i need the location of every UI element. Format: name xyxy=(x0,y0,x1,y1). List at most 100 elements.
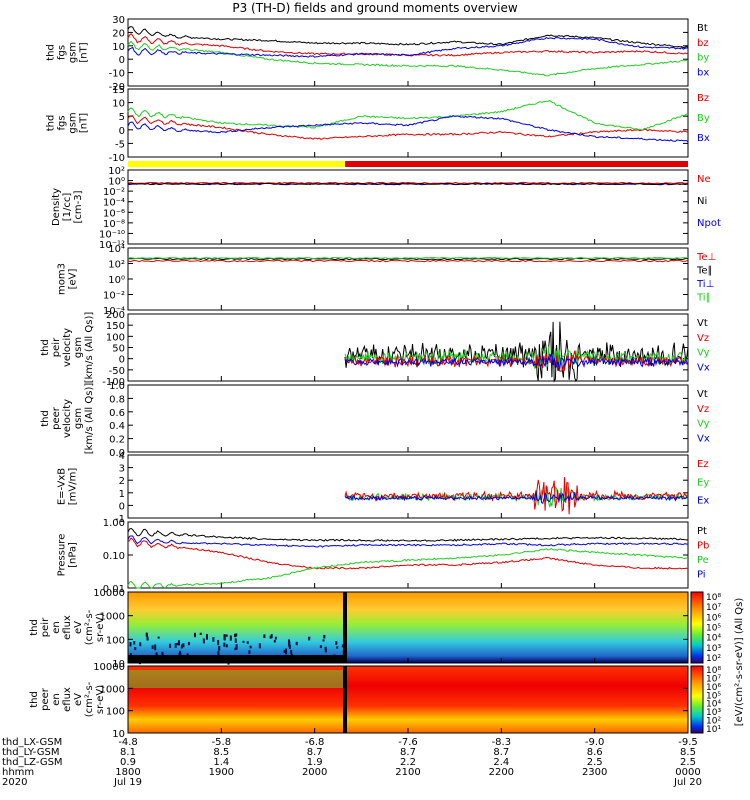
series-line-By xyxy=(127,100,688,131)
x-tick-label: 1800 xyxy=(115,767,140,778)
y-axis-label: [nPa] xyxy=(68,542,79,568)
line-Ez xyxy=(344,477,689,515)
x-tick-label: -9.5 xyxy=(678,737,698,748)
spectrogram-pixel xyxy=(217,651,220,656)
quality-bar-red xyxy=(345,161,688,167)
legend-Ne: Ne xyxy=(697,174,711,185)
spectrogram-pixel xyxy=(174,643,177,648)
spectrogram-pixel xyxy=(248,650,251,654)
spectrogram-pixel xyxy=(341,644,344,648)
colorbar-tick-label: 10³ xyxy=(706,708,721,718)
colorbar-tick-label: 10⁷ xyxy=(706,675,721,685)
x-tick-label: Jul 19 xyxy=(113,777,142,788)
spectrogram-pixel xyxy=(324,648,327,653)
line-Ti xyxy=(127,256,688,260)
spectrogram-pixel xyxy=(223,634,226,641)
legend-Te⊥: Te⊥ xyxy=(696,252,716,263)
panel-frame xyxy=(127,313,689,382)
y-tick-label: 10000 xyxy=(93,588,125,599)
x-tick-label: 1.4 xyxy=(213,757,229,768)
spectrogram-pixel xyxy=(235,633,238,637)
legend-By: By xyxy=(697,113,710,124)
y-tick-label: 0.0 xyxy=(109,448,125,459)
spectrogram-pixel xyxy=(288,641,291,648)
y-tick-label: 100 xyxy=(106,635,125,646)
y-axis-label: fgs xyxy=(57,115,68,130)
spectrogram-pixel xyxy=(242,640,245,643)
x-tick-label: -6.8 xyxy=(305,737,325,748)
legend-Vx: Vx xyxy=(697,362,710,373)
legend-Ez: Ez xyxy=(697,459,709,470)
y-tick-label: 0 xyxy=(119,126,125,137)
x-tick-label: 2.2 xyxy=(400,757,416,768)
panel-frame xyxy=(127,169,689,245)
y-axis-label: thd xyxy=(46,44,57,61)
y-tick-label: 10 xyxy=(112,99,125,110)
legend-Ni: Ni xyxy=(697,196,707,207)
legend-Ti∥: Ti∥ xyxy=(696,293,711,304)
y-tick-label: 10 xyxy=(112,729,125,740)
x-tick-label: 2.5 xyxy=(587,757,603,768)
series-line-bz xyxy=(127,32,689,57)
colorbar-tick-label: 10⁷ xyxy=(706,603,721,613)
x-row-label: 2020 xyxy=(2,777,27,788)
colorbar-tick-label: 10⁵ xyxy=(706,691,721,701)
y-axis-label: gsm xyxy=(73,408,84,429)
y-axis-label: peir xyxy=(40,617,51,637)
y-axis-label: eV xyxy=(73,693,84,706)
spectrogram-pixel xyxy=(133,641,136,645)
colorbar-tick-label: 10² xyxy=(706,654,721,664)
legend-Bz: Bz xyxy=(697,93,709,104)
spectrogram-pixel xyxy=(335,641,338,645)
spectrogram-pixel xyxy=(151,645,154,650)
spectrogram-pixel xyxy=(129,642,132,647)
spectrogram-pixel xyxy=(202,638,205,644)
y-axis-label: en xyxy=(51,621,62,634)
y-axis-label: thd xyxy=(29,619,40,636)
spectrogram-pixel xyxy=(233,633,236,638)
y-tick-label: 1 xyxy=(119,489,125,500)
legend-Npot: Npot xyxy=(697,218,721,229)
y-tick-label: 10⁻¹² xyxy=(99,240,125,251)
y-axis-label: thd xyxy=(29,691,40,708)
y-tick-label: 15 xyxy=(112,85,125,96)
y-tick-label: 0 xyxy=(119,55,125,66)
y-axis-label: velocity xyxy=(62,399,73,438)
x-tick-label: Jul 20 xyxy=(673,777,702,788)
y-tick-label: 0 xyxy=(119,355,125,366)
spectrogram-pixel xyxy=(273,639,276,643)
line-Ni xyxy=(127,182,689,186)
spectrogram-pixel xyxy=(134,647,137,651)
legend-Bt: Bt xyxy=(697,23,708,34)
x-tick-label: 8.5 xyxy=(213,747,229,758)
legend-bx: bx xyxy=(697,67,709,78)
y-axis-label: [cm-3] xyxy=(73,190,84,223)
y-axis-label: eV xyxy=(73,621,84,634)
legend-Vz: Vz xyxy=(697,404,709,415)
colorbar-tick-label: 10³ xyxy=(706,644,721,654)
spectrogram-pixel xyxy=(205,634,208,640)
y-tick-label: 4 xyxy=(119,451,125,462)
x-tick-label: 2.4 xyxy=(493,757,509,768)
legend-Pe: Pe xyxy=(697,555,709,566)
y-tick-label: 10⁴ xyxy=(108,244,125,255)
y-tick-label: 0.4 xyxy=(109,421,125,432)
data-gap-column xyxy=(343,592,347,663)
y-tick-label: 1000 xyxy=(100,612,125,623)
y-axis-label: sr-eV) xyxy=(95,685,106,714)
colorbar xyxy=(690,591,704,664)
y-axis-label: Pressure xyxy=(57,534,68,577)
spectrogram-pixel xyxy=(157,636,160,639)
y-tick-label: 3 xyxy=(119,464,125,475)
x-tick-label: 8.7 xyxy=(400,747,416,758)
spectrogram-pixel xyxy=(319,645,322,649)
spectrogram-pixel xyxy=(322,639,325,642)
y-tick-label: 0.2 xyxy=(109,435,125,446)
x-tick-label: -7.6 xyxy=(398,737,418,748)
y-axis-label: [nT] xyxy=(79,113,90,133)
y-tick-label: 10⁻⁴ xyxy=(103,198,125,209)
spectrogram-pixel xyxy=(145,633,148,637)
x-row-label: thd_LY-GSM xyxy=(2,747,59,758)
colorbar-tick-label: 10⁵ xyxy=(706,624,721,634)
